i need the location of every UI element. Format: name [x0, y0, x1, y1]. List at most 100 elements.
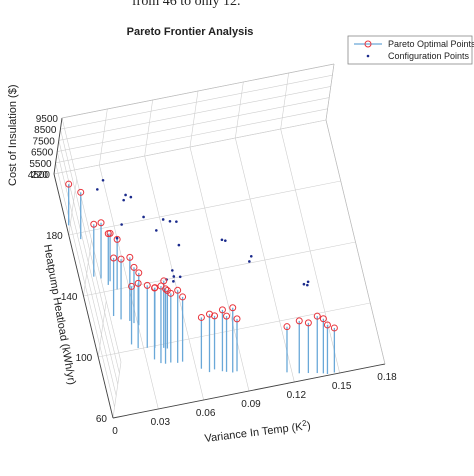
legend-config-label: Configuration Points [388, 51, 470, 61]
configuration-point [122, 198, 125, 202]
configuration-point [142, 215, 145, 219]
pareto-point [233, 315, 241, 323]
configuration-point [120, 223, 123, 226]
chart-title: Pareto Frontier Analysis [127, 26, 254, 38]
configuration-point [124, 193, 127, 197]
floor-gridline-y [98, 302, 371, 358]
pareto-point [134, 279, 142, 287]
configuration-point [248, 260, 251, 263]
configuration-point [96, 188, 99, 191]
pareto-point [223, 312, 231, 320]
pareto-point [295, 317, 303, 325]
back-wall-gridline-z [58, 86, 331, 141]
legend-config-marker [366, 54, 370, 58]
pareto-point [113, 235, 121, 243]
x-tick-label: 0.15 [332, 381, 352, 392]
pareto-point [110, 254, 118, 262]
configuration-point [168, 220, 172, 223]
x-tick-label: 0.09 [241, 399, 261, 410]
configuration-point [161, 218, 165, 221]
z-tick-label: 5500 [29, 159, 52, 170]
back-wall-gridline-z [57, 97, 330, 152]
pareto-point [197, 313, 205, 321]
configuration-point [115, 236, 119, 240]
pareto-point [162, 285, 170, 293]
legend-pareto-marker [364, 40, 372, 48]
z-tick-label: 7500 [33, 136, 56, 147]
pareto-point [304, 319, 312, 327]
configuration-point [220, 238, 224, 242]
pareto-point [211, 312, 219, 320]
pareto-point [143, 281, 151, 289]
pareto-point [323, 321, 331, 329]
x-tick-label: 0.12 [287, 390, 307, 401]
stem-layer [68, 184, 336, 374]
z-axis-line [53, 117, 63, 175]
back-wall-gridline-z [60, 74, 333, 130]
pareto-point [90, 220, 98, 228]
tick-layer: 0 0.03 0.06 0.09 0.12 0.15 0.18 60 100 140 180 2204… [28, 114, 397, 437]
x-tick-label: 0 [112, 426, 118, 437]
configuration-point [172, 275, 176, 278]
pareto-point [313, 312, 321, 320]
configuration-point [171, 269, 174, 272]
grid-layer [53, 63, 386, 419]
point-layer [65, 178, 338, 332]
y-axis-label: Heatpump Heatload (kWh/yr) [41, 243, 78, 385]
side-wall-gridline-z [60, 129, 120, 374]
side-wall-gridline-z [56, 151, 117, 396]
pareto-point [283, 323, 291, 331]
back-wall-gridline-x [144, 99, 153, 157]
configuration-point [177, 243, 181, 247]
pareto-point [135, 269, 143, 277]
box-edge [325, 119, 386, 365]
side-wall-gridline-y [112, 361, 122, 419]
side-wall-gridline-y [97, 300, 107, 358]
back-wall-gridline-x [189, 90, 199, 148]
configuration-point [224, 239, 227, 242]
back-wall-gridline-x [280, 72, 289, 130]
configuration-point [172, 280, 175, 283]
side-wall-gridline-y [68, 178, 78, 236]
configuration-point [306, 280, 310, 284]
pareto-point [65, 180, 73, 188]
z-tick-label: 6500 [31, 148, 54, 159]
side-wall-gridline-z [61, 117, 122, 363]
back-wall-gridline-z [55, 108, 328, 164]
back-wall-gridline-x [235, 81, 244, 139]
pareto-point [117, 255, 125, 263]
y-tick-label: 60 [96, 414, 108, 425]
box-edge [61, 63, 335, 119]
x-tick-label: 0.03 [151, 417, 171, 428]
z-tick-label: 8500 [34, 125, 57, 136]
y-tick-label: 180 [46, 231, 63, 242]
x-axis-line [112, 363, 386, 419]
pareto-point [319, 315, 327, 323]
caption-text: from 46 to only 12. [132, 0, 241, 9]
pareto-point [174, 286, 182, 294]
box-edge [325, 63, 335, 121]
legend: Pareto Optimal Points Configuration Poin… [347, 35, 474, 65]
pareto-point [167, 289, 175, 297]
z-tick-label: 4500 [28, 170, 51, 181]
configuration-point [129, 195, 133, 199]
configuration-point [249, 254, 253, 258]
pareto-point [179, 293, 187, 301]
x-tick-label: 0.18 [377, 372, 397, 383]
pareto-point [218, 306, 226, 314]
configuration-point [101, 178, 105, 182]
configuration-point [306, 283, 309, 287]
pareto-point [151, 284, 159, 292]
x-tick-label: 0.06 [196, 408, 216, 419]
y-tick-label: 140 [61, 292, 78, 303]
pareto-point [106, 229, 114, 237]
y-tick-label: 220 [31, 170, 48, 181]
z-tick-label: 9500 [36, 114, 59, 125]
pareto-point [126, 253, 134, 261]
configuration-point [175, 220, 178, 223]
legend-pareto-label: Pareto Optimal Points [388, 39, 474, 49]
floor-gridline-y [68, 180, 341, 236]
pareto-point [128, 282, 136, 290]
y-axis-line [53, 173, 114, 419]
pareto-point [97, 219, 105, 227]
